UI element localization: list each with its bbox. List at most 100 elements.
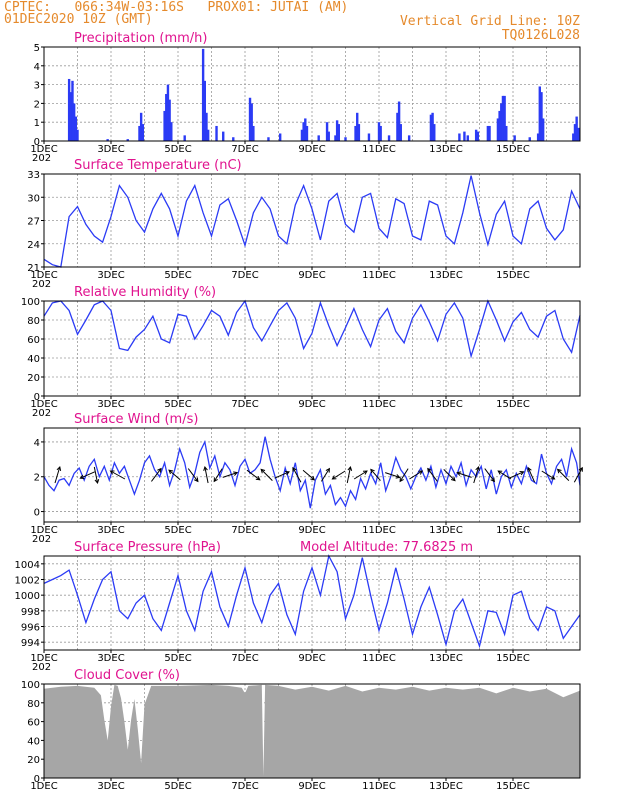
wind-vector xyxy=(320,467,330,482)
cloud-ytick-label: 100 xyxy=(21,680,40,691)
wind-vector xyxy=(331,470,346,480)
temp-xtick-label: 11DEC xyxy=(362,270,396,281)
precip-ytick-label: 4 xyxy=(34,62,40,73)
wind-vector xyxy=(353,470,368,480)
panel-temp: 21 24 27 30 33 1DEC 3DEC 5DEC 7DEC 9DEC 11DEC 13DEC… xyxy=(27,158,581,290)
wind-ytick-label: 2 xyxy=(34,473,40,484)
precip-bar xyxy=(138,125,141,141)
wind-ytick-label: 4 xyxy=(34,438,40,449)
pres-xtick-label: 15DEC xyxy=(496,653,530,664)
wind-vector xyxy=(151,467,162,482)
cloud-ytick-label: 0 xyxy=(34,774,40,785)
cloud-xtick-label: 3DEC xyxy=(97,781,124,792)
precip-bar xyxy=(500,103,503,141)
precip-bar xyxy=(540,92,543,141)
cloud-xtick-label: 5DEC xyxy=(164,781,191,792)
cloud-area xyxy=(44,684,580,778)
rh-ytick-label: 0 xyxy=(34,392,40,403)
precip-bar xyxy=(379,125,382,141)
precip-bar xyxy=(170,122,173,141)
precip-bar xyxy=(344,137,347,141)
precip-bar xyxy=(337,124,340,141)
precip-bar xyxy=(203,80,206,141)
precip-bar xyxy=(126,139,129,141)
precip-bar xyxy=(501,95,505,141)
wind-vector xyxy=(484,468,495,483)
wind-vector xyxy=(168,469,181,481)
precip-bar xyxy=(429,114,433,141)
precip-bar xyxy=(397,101,401,141)
wind-vector xyxy=(346,465,353,484)
pres-year-fragment: 202 xyxy=(32,662,51,673)
wind-vector xyxy=(409,470,424,480)
precip-xtick-label: 13DEC xyxy=(429,144,463,155)
precip-bar xyxy=(474,129,478,141)
precip-bar xyxy=(488,125,491,141)
precip-bar xyxy=(201,48,205,141)
precip-bar xyxy=(304,118,307,141)
rh-title: Relative Humidity (%) xyxy=(74,285,216,300)
wind-xtick-label: 3DEC xyxy=(97,525,124,536)
wind-xtick-label: 15DEC xyxy=(496,525,530,536)
wind-year-fragment: 202 xyxy=(32,534,51,545)
precip-bar xyxy=(572,133,575,141)
wind-vector xyxy=(443,469,456,482)
precip-bar xyxy=(513,135,516,141)
rh-xtick-label: 7DEC xyxy=(231,399,258,410)
wind-vector xyxy=(456,471,472,478)
precip-ytick-label: 3 xyxy=(34,81,40,92)
wind-vector xyxy=(556,468,570,481)
wind-vector xyxy=(527,466,536,483)
header-datetime: 01DEC2020 10Z (GMT) xyxy=(4,12,153,27)
wind-vector xyxy=(203,465,209,484)
precip-bar xyxy=(496,118,500,141)
cloud-xtick-label: 7DEC xyxy=(231,781,258,792)
precip-bar xyxy=(267,137,270,141)
wind-series-line xyxy=(43,436,581,509)
wind-xtick-label: 11DEC xyxy=(362,525,396,536)
precip-bar xyxy=(163,110,166,141)
rh-xtick-label: 11DEC xyxy=(362,399,396,410)
wind-vector xyxy=(541,470,556,480)
precip-bar xyxy=(463,131,466,141)
rh-ytick-label: 60 xyxy=(27,335,40,346)
panel-rh: 0 20 40 60 80 100 1DEC 3DEC 5DEC 7DEC 9DEC 11DEC 13D… xyxy=(21,285,581,419)
precip-bar xyxy=(327,131,330,141)
precip-xtick-label: 9DEC xyxy=(298,144,325,155)
precip-bar xyxy=(278,133,282,141)
precip-bar xyxy=(536,133,540,141)
rh-year-fragment: 202 xyxy=(32,408,51,419)
wind-vector xyxy=(222,471,239,478)
precip-xtick-label: 15DEC xyxy=(496,144,530,155)
precip-bar xyxy=(335,120,339,141)
temp-ytick-label: 27 xyxy=(27,217,40,228)
wind-ytick-label: 0 xyxy=(34,508,40,519)
precip-bar xyxy=(206,129,210,141)
panel-precip: 0 1 2 3 4 5 1DEC 3DEC 5DEC 7DEC 9DEC 11DEC 13DEC 15DE… xyxy=(30,31,581,164)
wind-vector xyxy=(508,470,525,479)
rh-xtick-label: 1DEC xyxy=(30,399,57,410)
pres-xtick-label: 13DEC xyxy=(429,653,463,664)
pres-annotation: Model Altitude: 77.6825 m xyxy=(300,540,473,555)
cloud-ytick-label: 40 xyxy=(27,736,40,747)
temp-xtick-label: 15DEC xyxy=(496,270,530,281)
temp-ytick-label: 30 xyxy=(27,193,40,204)
pres-series-line xyxy=(43,554,581,649)
pres-ytick-label: 1004 xyxy=(15,560,40,571)
cloud-xtick-label: 13DEC xyxy=(429,781,463,792)
temp-year-fragment: 202 xyxy=(32,279,51,290)
temp-xtick-label: 7DEC xyxy=(231,270,258,281)
precip-bar xyxy=(215,125,218,141)
precip-bar xyxy=(325,122,329,141)
rh-xtick-label: 13DEC xyxy=(429,399,463,410)
wind-vector xyxy=(213,468,223,483)
precip-bar xyxy=(248,97,252,141)
pres-plot-area xyxy=(44,556,580,650)
cloud-xtick-label: 1DEC xyxy=(30,781,57,792)
precip-bar xyxy=(302,122,305,141)
rh-xtick-label: 15DEC xyxy=(496,399,530,410)
rh-xtick-label: 3DEC xyxy=(97,399,124,410)
rh-series-line xyxy=(43,299,581,359)
temp-xtick-label: 3DEC xyxy=(97,270,124,281)
rh-plot-area xyxy=(44,301,580,396)
